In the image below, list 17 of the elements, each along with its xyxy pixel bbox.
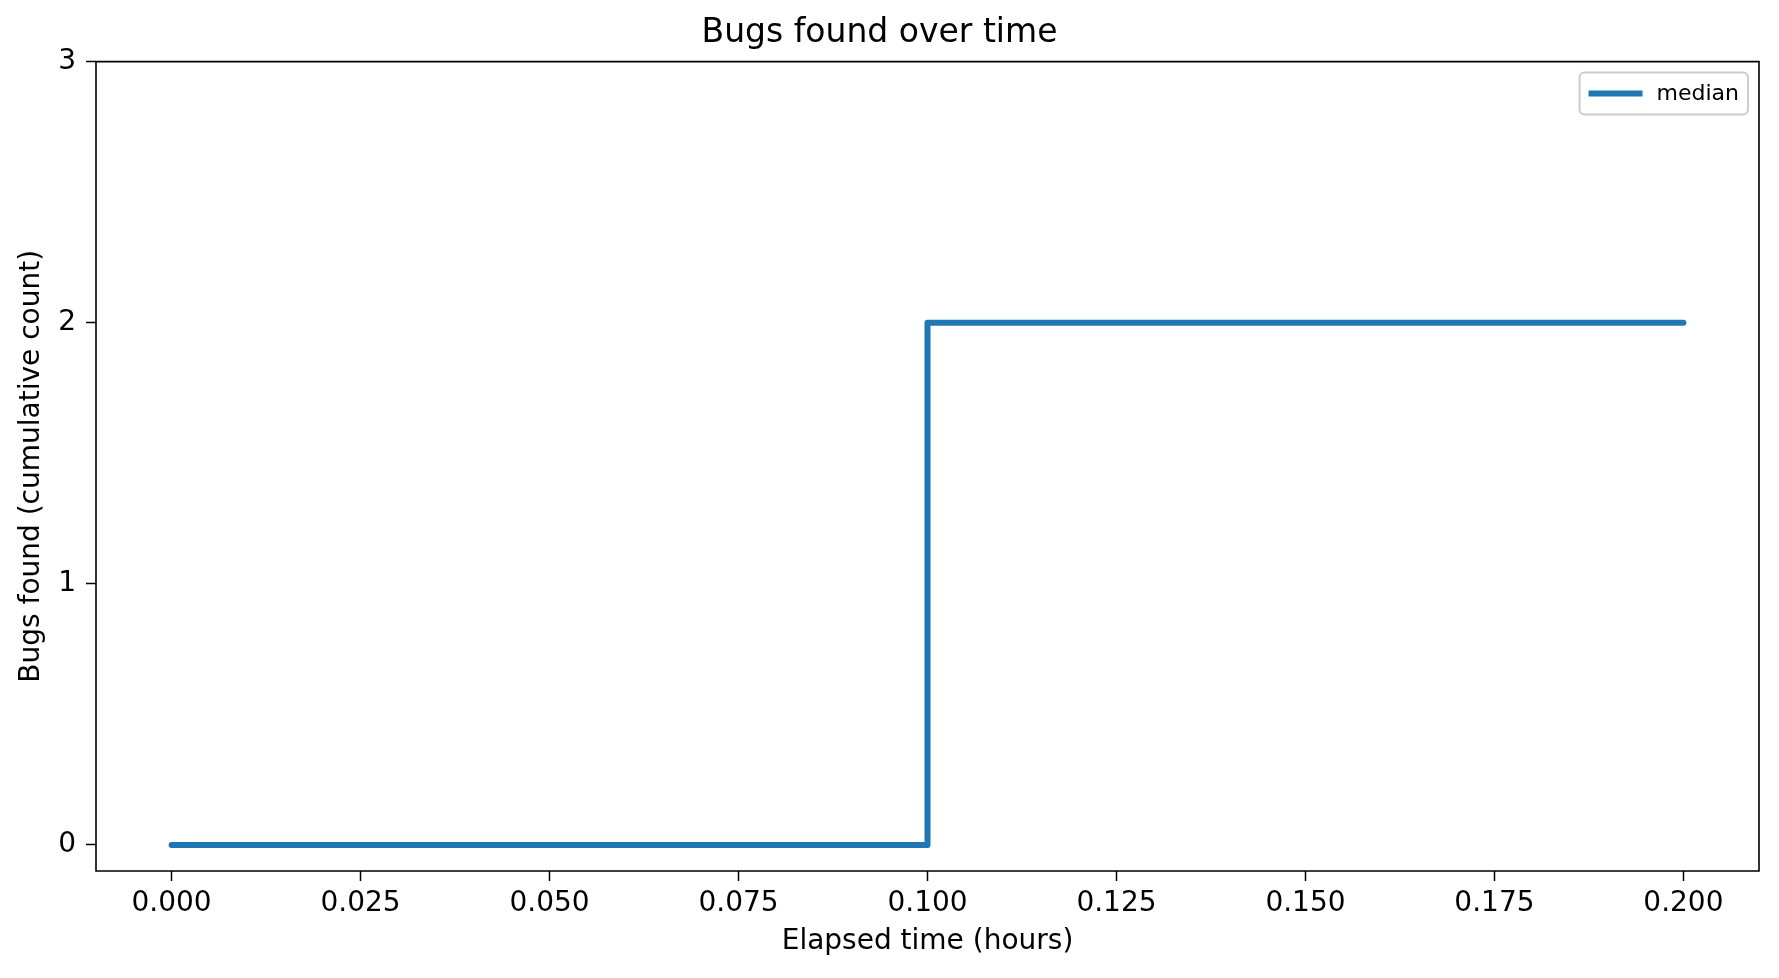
y-tick-label: 0 xyxy=(58,826,76,860)
legend-label: median xyxy=(1656,80,1739,106)
x-axis-title: Elapsed time (hours) xyxy=(781,923,1074,957)
x-tick-label: 0.150 xyxy=(1265,885,1346,919)
x-tick-label: 0.050 xyxy=(509,885,590,919)
y-tick-label: 1 xyxy=(58,565,76,599)
y-tick-label: 3 xyxy=(58,42,76,76)
x-tick-label: 0.075 xyxy=(698,885,779,919)
x-tick-label: 0.175 xyxy=(1454,885,1535,919)
x-tick-label: 0.100 xyxy=(887,885,968,919)
x-tick-label: 0.200 xyxy=(1643,885,1724,919)
x-tick-label: 0.025 xyxy=(320,885,401,919)
chart-title: Bugs found over time xyxy=(701,11,1058,51)
x-tick-label: 0.000 xyxy=(131,885,212,919)
y-axis-title: Bugs found (cumulative count) xyxy=(13,249,47,683)
x-tick-label: 0.125 xyxy=(1076,885,1157,919)
y-tick-label: 2 xyxy=(58,303,76,337)
